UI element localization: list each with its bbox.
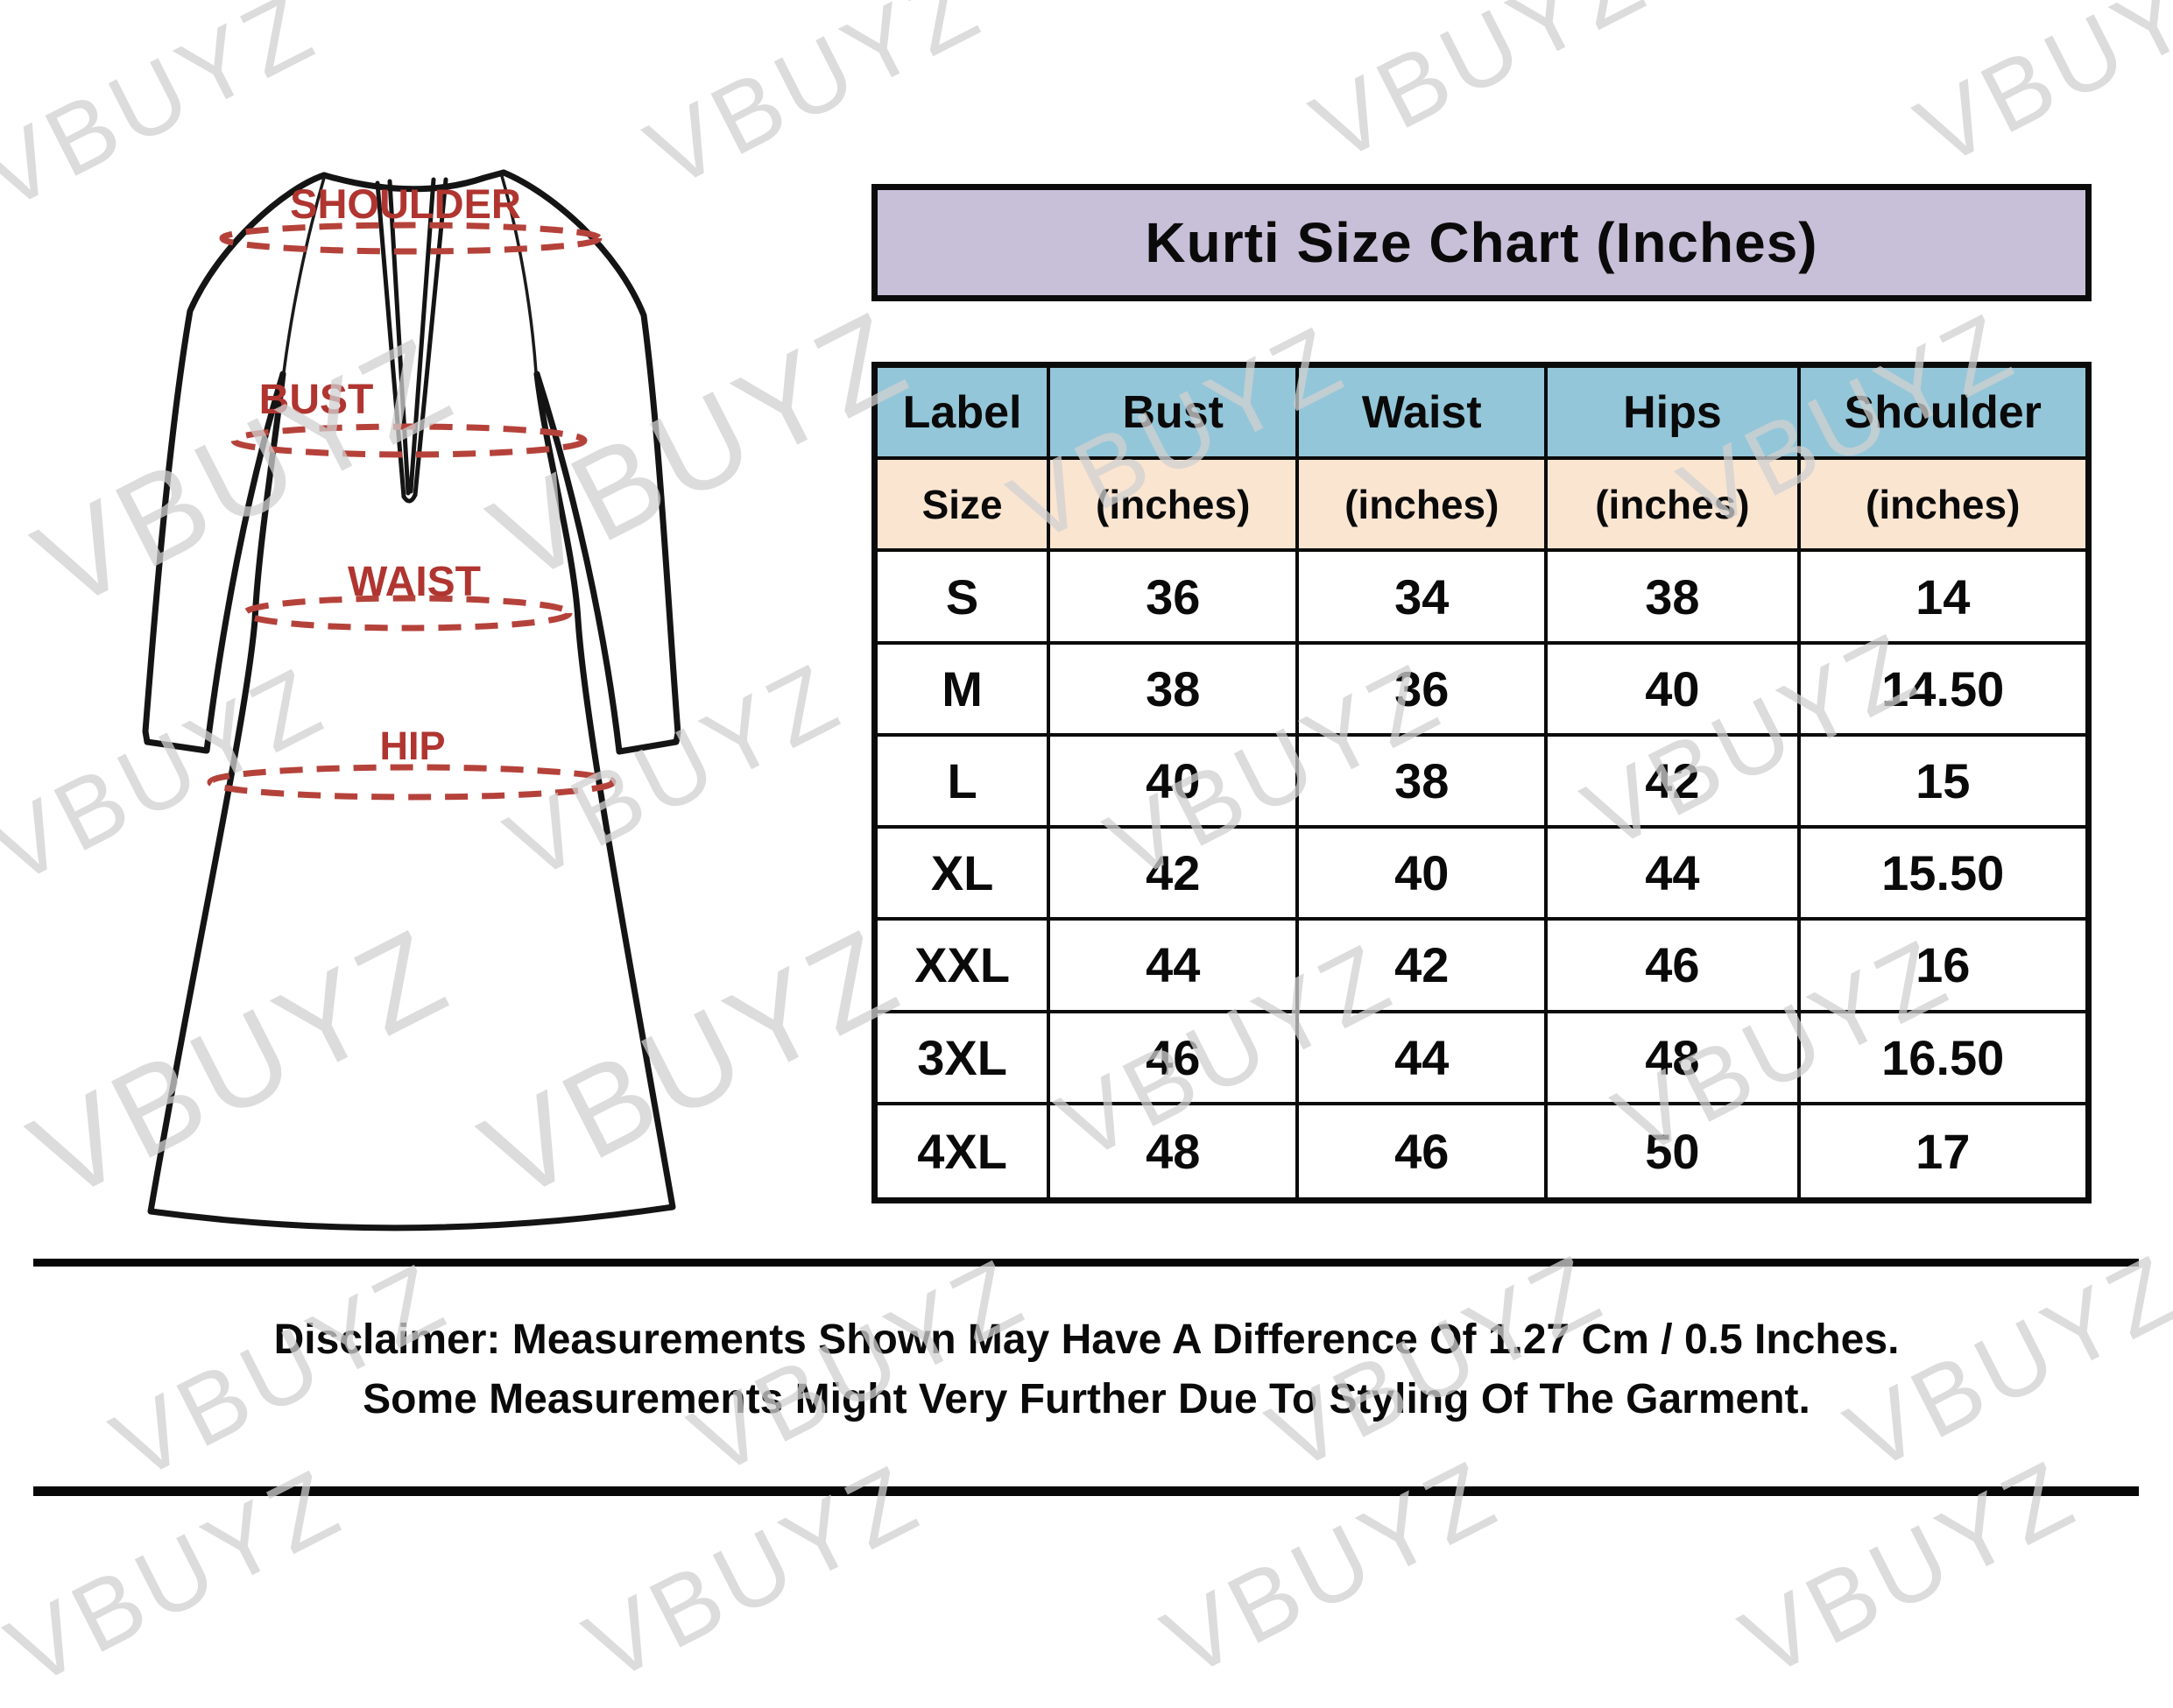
table-cell: 48 — [1050, 1105, 1300, 1197]
table-cell: 38 — [1299, 736, 1549, 829]
subheader-hips-units: (inches) — [1548, 460, 1801, 553]
table-cell: 44 — [1548, 829, 1801, 921]
table-cell: 42 — [1548, 736, 1801, 829]
divider-rule-top — [33, 1259, 2139, 1267]
kurti-right-sleeve — [500, 169, 681, 755]
subheader-waist-units: (inches) — [1299, 460, 1549, 553]
row-label: 4XL — [878, 1105, 1051, 1197]
vbuyz-watermark: VBUYZ — [674, 1236, 1043, 1497]
table-cell: 42 — [1299, 921, 1549, 1013]
kurti-neck-slit — [375, 177, 448, 504]
table-cell: 38 — [1050, 644, 1300, 737]
table-cell: 44 — [1050, 921, 1300, 1013]
row-label: XL — [878, 829, 1051, 921]
table-cell: 46 — [1050, 1013, 1300, 1105]
subheader-size: Size — [878, 460, 1051, 553]
table-cell: 38 — [1548, 552, 1801, 645]
row-label: S — [878, 552, 1051, 645]
table-cell: 42 — [1050, 829, 1300, 921]
table-cell: 44 — [1299, 1013, 1549, 1105]
col-header-shoulder: Shoulder — [1800, 368, 2085, 461]
disclaimer-line-2: Some Measurements Might Very Further Due… — [363, 1376, 1810, 1422]
row-label: M — [878, 644, 1051, 737]
kurti-left-sleeve — [142, 172, 328, 754]
table-cell: 36 — [1299, 644, 1549, 737]
kurti-body — [147, 371, 676, 1232]
vbuyz-watermark: VBUYZ — [1295, 0, 1665, 183]
subheader-shoulder-units: (inches) — [1800, 460, 2085, 553]
col-header-label: Label — [878, 368, 1051, 461]
table-cell: 40 — [1299, 829, 1549, 921]
row-label: XXL — [878, 921, 1051, 1013]
table-cell: 36 — [1050, 552, 1300, 645]
table-cell: 40 — [1548, 644, 1801, 737]
subheader-bust-units: (inches) — [1050, 460, 1300, 553]
table-cell: 48 — [1548, 1013, 1801, 1105]
waist-measure-line — [242, 595, 573, 632]
table-cell: 16.50 — [1800, 1013, 2085, 1105]
table-cell: 16 — [1800, 921, 2085, 1013]
hip-measure-line — [207, 764, 617, 801]
kurti-right-armhole-seam — [500, 174, 538, 374]
divider-rule-bottom — [33, 1486, 2139, 1496]
shoulder-measure-line — [219, 222, 603, 255]
vbuyz-watermark: VBUYZ — [1725, 1437, 2094, 1698]
size-table: Label Bust Waist Hips Shoulder Size (inc… — [871, 362, 2092, 1203]
table-cell: 14.50 — [1800, 644, 2085, 737]
col-header-hips: Hips — [1548, 368, 1801, 461]
chart-title: Kurti Size Chart (Inches) — [1145, 211, 1818, 274]
kurti-sketch: SHOULDER BUST WAIST HIP — [142, 169, 681, 1232]
col-header-bust: Bust — [1050, 368, 1300, 461]
table-cell: 34 — [1299, 552, 1549, 645]
chart-title-bar: Kurti Size Chart (Inches) — [871, 184, 2092, 301]
vbuyz-watermark: VBUYZ — [95, 1240, 465, 1501]
table-cell: 15 — [1800, 736, 2085, 829]
bust-label: BUST — [259, 377, 374, 423]
table-cell: 50 — [1548, 1105, 1801, 1197]
table-cell: 46 — [1299, 1105, 1549, 1197]
disclaimer-line-1: Disclaimer: Measurements Shown May Have … — [273, 1316, 1900, 1363]
table-cell: 40 — [1050, 736, 1300, 829]
kurti-collar — [321, 169, 507, 193]
bust-measure-line — [230, 423, 588, 458]
table-cell: 17 — [1800, 1105, 2085, 1197]
shoulder-label: SHOULDER — [290, 180, 521, 227]
table-cell: 15.50 — [1800, 829, 2085, 921]
vbuyz-watermark: VBUYZ — [1900, 0, 2173, 187]
table-cell: 46 — [1548, 921, 1801, 1013]
kurti-diagram: SHOULDER BUST WAIST HIP — [83, 153, 714, 1266]
row-label: L — [878, 736, 1051, 829]
hip-label: HIP — [379, 723, 445, 768]
vbuyz-watermark: VBUYZ — [0, 1446, 360, 1707]
col-header-waist: Waist — [1299, 368, 1549, 461]
row-label: 3XL — [878, 1013, 1051, 1105]
vbuyz-watermark: VBUYZ — [568, 1442, 938, 1703]
kurti-left-armhole-seam — [282, 176, 326, 374]
table-cell: 14 — [1800, 552, 2085, 645]
waist-label: WAIST — [348, 559, 481, 605]
vbuyz-watermark: VBUYZ — [1146, 1437, 1516, 1698]
